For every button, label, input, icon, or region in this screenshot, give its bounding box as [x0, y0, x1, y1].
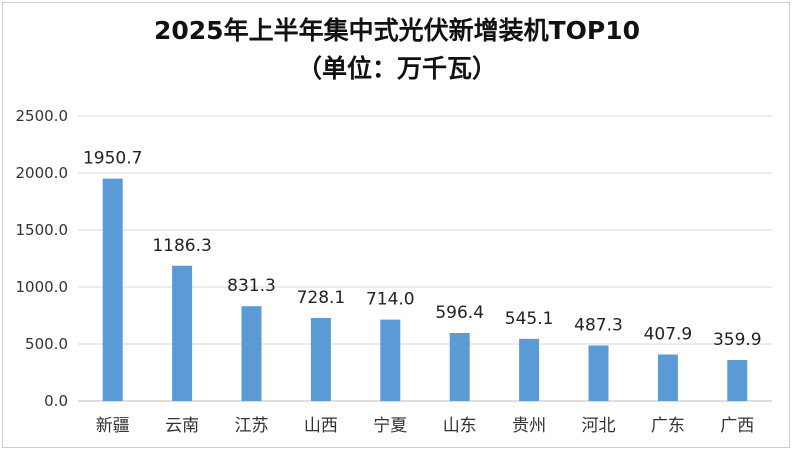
y-tick-label: 500.0	[25, 335, 68, 353]
bar	[449, 333, 470, 401]
chart-frame	[2, 2, 790, 448]
data-label: 728.1	[297, 288, 346, 308]
x-tick-label: 江苏	[235, 416, 269, 436]
chart-title: 2025年上半年集中式光伏新增装机TOP10	[154, 16, 640, 45]
data-label: 487.3	[574, 315, 623, 335]
x-axis-ticks: 新疆 云南 江苏 山西 宁夏 山东 贵州 河北 广东 广西	[96, 416, 755, 436]
x-tick-label: 广西	[720, 416, 754, 436]
y-tick-label: 1000.0	[16, 278, 69, 296]
data-label: 407.9	[644, 324, 693, 344]
data-labels: 1950.7 1186.3 831.3 728.1 714.0 596.4 545.1 487…	[83, 149, 762, 350]
bar	[380, 319, 401, 401]
y-tick-label: 1500.0	[16, 221, 69, 239]
bar	[519, 338, 540, 401]
data-label: 545.1	[505, 309, 554, 329]
x-tick-label: 贵州	[512, 416, 546, 436]
bar	[588, 345, 609, 401]
bars	[102, 178, 748, 401]
chart-subtitle: （单位：万千瓦）	[296, 54, 497, 83]
x-tick-label: 山西	[304, 416, 338, 436]
bar	[310, 317, 331, 401]
y-tick-label: 2000.0	[16, 164, 69, 182]
bar	[172, 265, 193, 401]
x-tick-label: 新疆	[96, 416, 130, 436]
data-label: 714.0	[366, 290, 415, 310]
data-label: 1186.3	[152, 236, 211, 256]
x-tick-label: 山东	[443, 416, 477, 436]
y-tick-label: 0.0	[44, 392, 68, 410]
data-label: 359.9	[713, 330, 762, 350]
bar	[241, 306, 262, 401]
data-label: 596.4	[435, 303, 484, 323]
gridlines	[78, 115, 772, 402]
bar	[102, 178, 123, 401]
data-label: 1950.7	[83, 149, 142, 169]
x-tick-label: 云南	[165, 416, 199, 436]
data-label: 831.3	[227, 276, 276, 296]
x-tick-label: 河北	[582, 416, 616, 436]
y-axis-ticks: 0.0 500.0 1000.0 1500.0 2000.0 2500.0	[16, 107, 69, 410]
bar	[657, 354, 678, 401]
y-tick-label: 2500.0	[16, 107, 69, 125]
x-tick-label: 广东	[651, 416, 685, 436]
x-tick-label: 宁夏	[373, 416, 407, 436]
bar	[727, 359, 748, 401]
